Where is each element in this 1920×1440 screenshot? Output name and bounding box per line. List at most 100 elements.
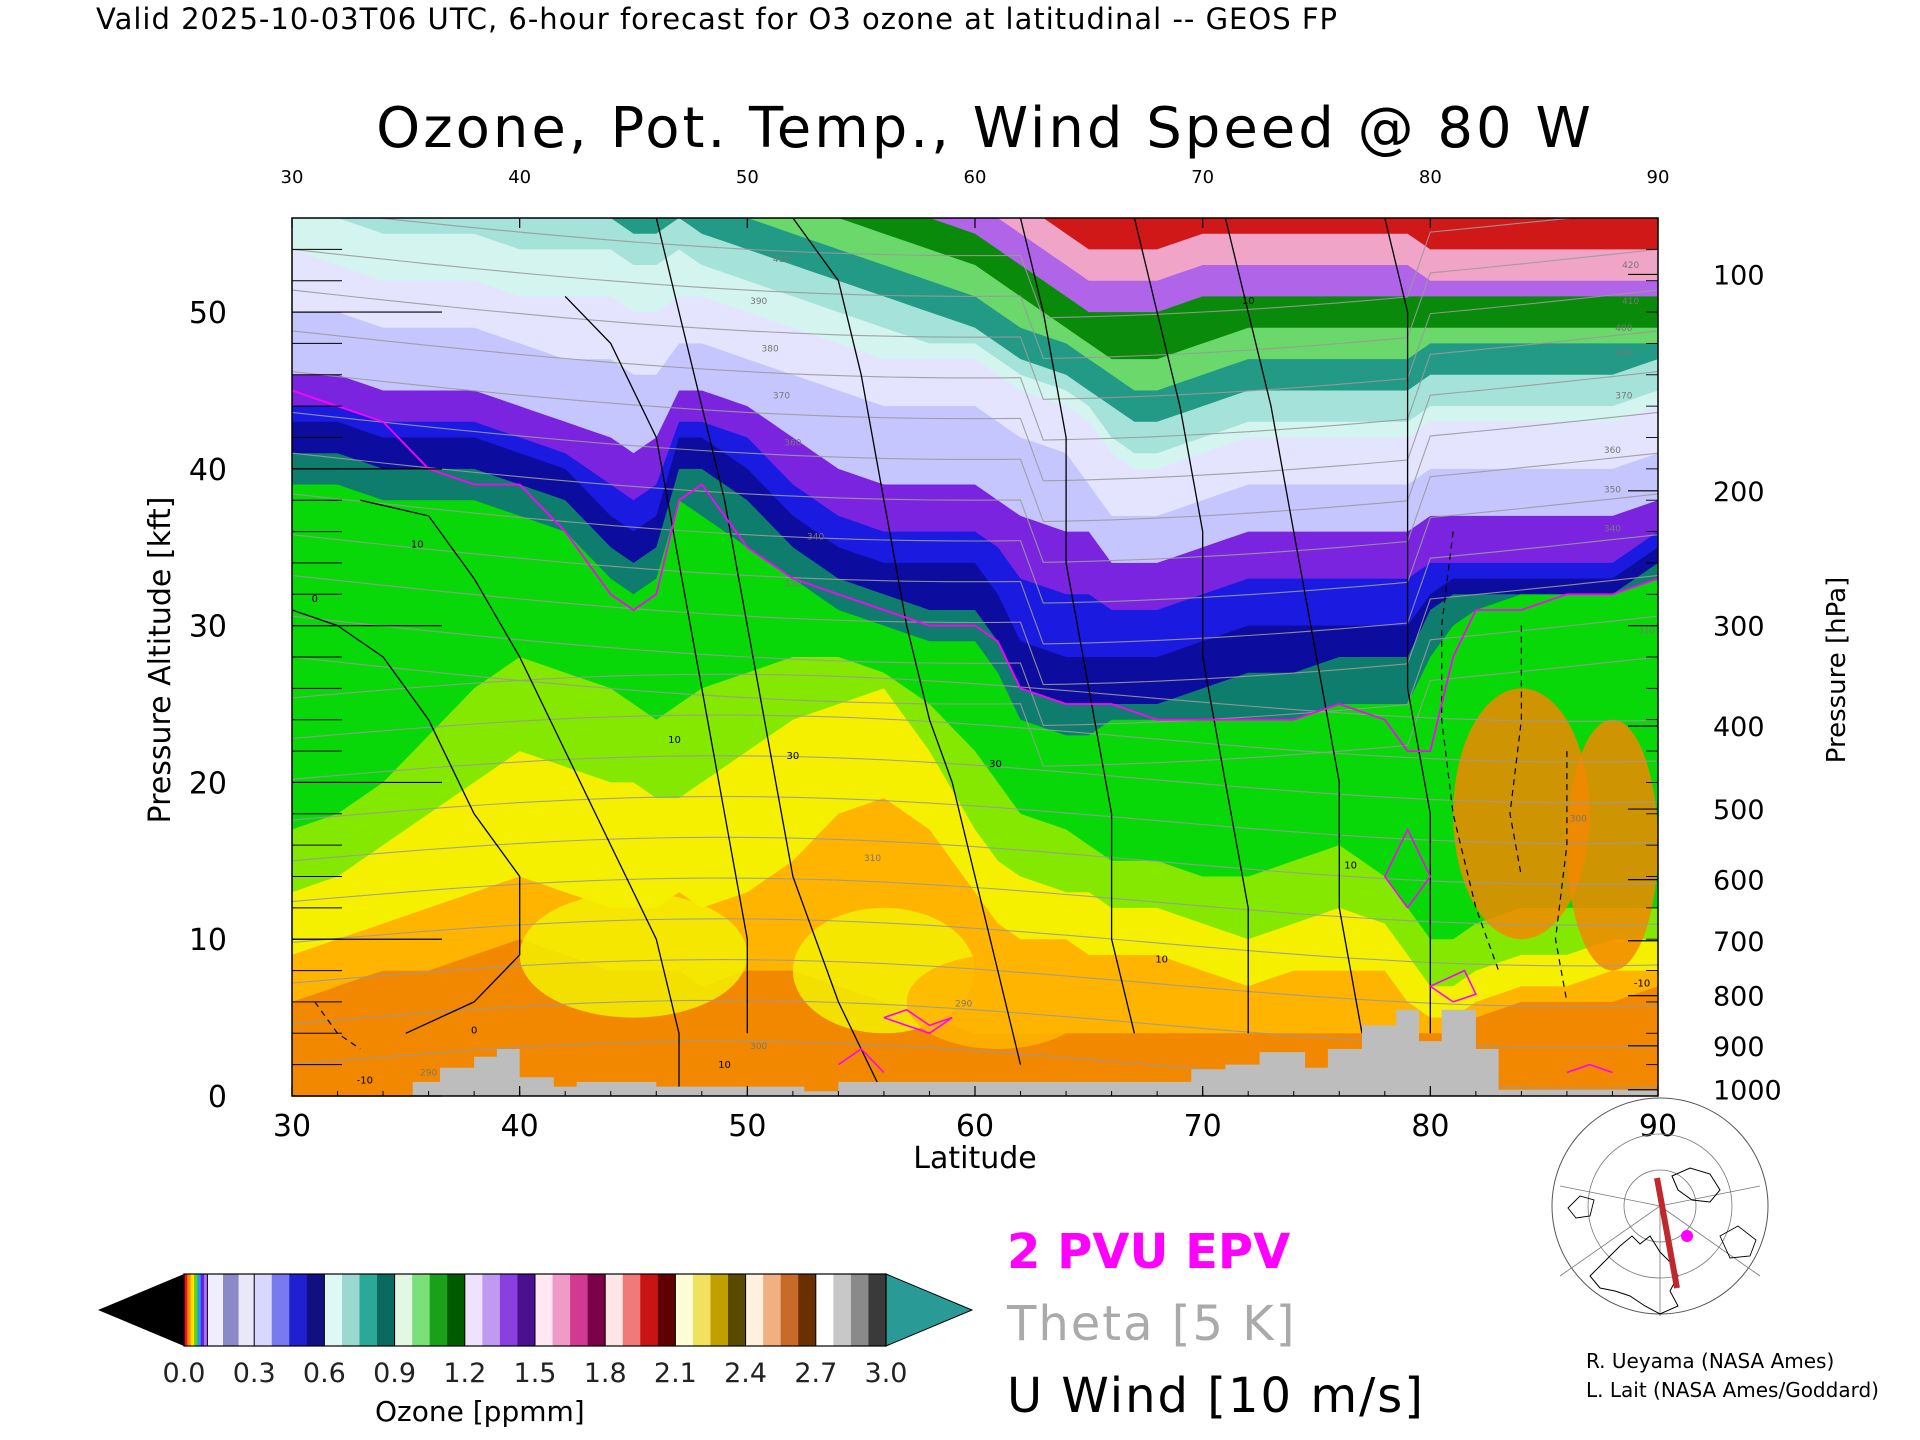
x-tick-label: 80 [1411,1109,1449,1144]
colorbar-swatch [306,1274,325,1346]
theta-contour-label: 420 [1622,261,1639,271]
colorbar-swatch [238,1274,255,1346]
wind-contour-label: 10 [718,1060,731,1071]
wind-contour-label: -10 [357,1075,373,1086]
y-axis-label: Pressure Altitude [kft] [143,497,178,824]
pressure-tick-label: 900 [1713,1032,1765,1063]
theta-contour-label: 370 [1615,391,1632,401]
colorbar-swatch [197,1274,202,1346]
colorbar-tick-label: 0.6 [303,1358,346,1389]
theta-contour-label: 390 [750,297,767,307]
x-top-tick-label: 50 [736,167,759,188]
x-tick-label: 60 [956,1109,994,1144]
inset-locator-map [1551,1097,1769,1316]
x-top-tick-label: 80 [1419,167,1442,188]
theta-contour-label: 380 [762,344,779,354]
x-tick-label: 30 [273,1109,311,1144]
x-tick-label: 40 [501,1109,539,1144]
colorbar-swatch [464,1274,483,1346]
wind-contour-label: 10 [668,735,681,746]
colorbar-frame [183,1273,887,1347]
pressure-tick-label: 300 [1713,612,1765,643]
colorbar-swatch [605,1274,624,1346]
colorbar-swatch [207,1274,224,1346]
colorbar-swatch [798,1274,817,1346]
theta-contour-label: 330 [784,579,801,589]
colorbar-swatch [341,1274,361,1346]
colorbar-swatch [570,1274,589,1346]
colorbar: 0.0 0.3 0.6 0.9 1.2 1.5 1.8 2.1 2.4 2.7 3.0 [98,1273,974,1389]
colorbar-swatch [587,1274,606,1346]
theta-contour-label: 390 [1615,349,1632,359]
wind-contour-label: 30 [786,751,799,762]
colorbar-swatch [359,1274,378,1346]
colorbar-swatch [429,1274,448,1346]
colorbar-swatch [763,1274,782,1346]
y-tick-label: 50 [189,296,227,331]
wind-contours [292,218,1568,1096]
pressure-tick-label: 200 [1713,477,1765,508]
y-tick-label: 10 [189,923,227,958]
wind-contour-label: 10 [411,539,424,550]
wind-contour-label: 10 [1242,296,1255,307]
ozone-field [292,218,1658,1096]
pv-contours [292,389,1658,1074]
x-tick-label: 90 [1639,1109,1677,1144]
theta-contour-label: 400 [1615,324,1632,334]
theta-contour-label: 360 [784,438,801,448]
pressure-tick-label: 700 [1713,927,1765,958]
colorbar-swatch [728,1274,747,1346]
theta-contour-label: 300 [750,1042,767,1052]
terrain [412,1009,1658,1096]
colorbar-swatch [412,1274,431,1346]
y-tick-label: 40 [189,453,227,488]
wind-contour-label: 0 [312,594,318,605]
x-top-tick-label: 60 [964,167,987,188]
pressure-tick-label: 600 [1713,866,1765,897]
colorbar-swatch [745,1274,764,1346]
colorbar-swatch [187,1274,192,1346]
credit-line-2: L. Lait (NASA Ames/Goddard) [1586,1378,1879,1402]
colorbar-swatch [271,1274,290,1346]
colorbar-swatch [815,1274,834,1346]
theta-contour-label: 290 [955,1000,972,1010]
theta-contour-label: 340 [807,532,824,542]
colorbar-under-arrow [98,1274,184,1346]
colorbar-swatch [517,1274,536,1346]
colorbar-tick-label: 0.3 [233,1358,276,1389]
colorbar-swatch [184,1274,188,1346]
colorbar-swatch [204,1274,208,1346]
contour-labels: 0 10 10 30 30 10 10 10 0 10 -10 -10 290 290 300 310 300 3… [312,255,1656,1087]
colorbar-swatch [692,1274,712,1346]
terrain-profile [412,1009,1658,1096]
x-top-tick-label: 30 [281,167,304,188]
wind-contour-label: 0 [471,1025,477,1036]
colorbar-tick-label: 0.9 [373,1358,416,1389]
wind-contour-label: 30 [989,759,1002,770]
legend-theta: Theta [5 K] [1007,1296,1297,1352]
x-top-tick-label: 90 [1647,167,1670,188]
theta-contour-label: 300 [1570,815,1587,825]
colorbar-swatch [675,1274,694,1346]
colorbar-swatch [833,1274,852,1346]
theta-contour-label: 410 [1622,297,1639,307]
theta-contour-label: 370 [773,391,790,401]
theta-contours [292,218,1658,1089]
colorbar-swatch [324,1274,343,1346]
colorbar-tick-label: 2.7 [794,1358,837,1389]
colorbar-swatch [622,1274,641,1346]
colorbar-swatch [552,1274,571,1346]
colorbar-swatch [850,1274,870,1346]
colorbar-swatch [447,1274,466,1346]
colorbar-tick-label: 1.8 [584,1358,627,1389]
colorbar-swatch [254,1274,273,1346]
colorbar-tick-label: 2.4 [724,1358,767,1389]
x-tick-label: 70 [1184,1109,1222,1144]
colorbar-swatch [482,1274,501,1346]
colorbar-swatch [868,1274,887,1346]
pressure-tick-label: 500 [1713,795,1765,826]
x-top-tick-label: 70 [1191,167,1214,188]
theta-contour-label: 410 [773,255,790,265]
colorbar-tick-label: 3.0 [865,1358,908,1389]
